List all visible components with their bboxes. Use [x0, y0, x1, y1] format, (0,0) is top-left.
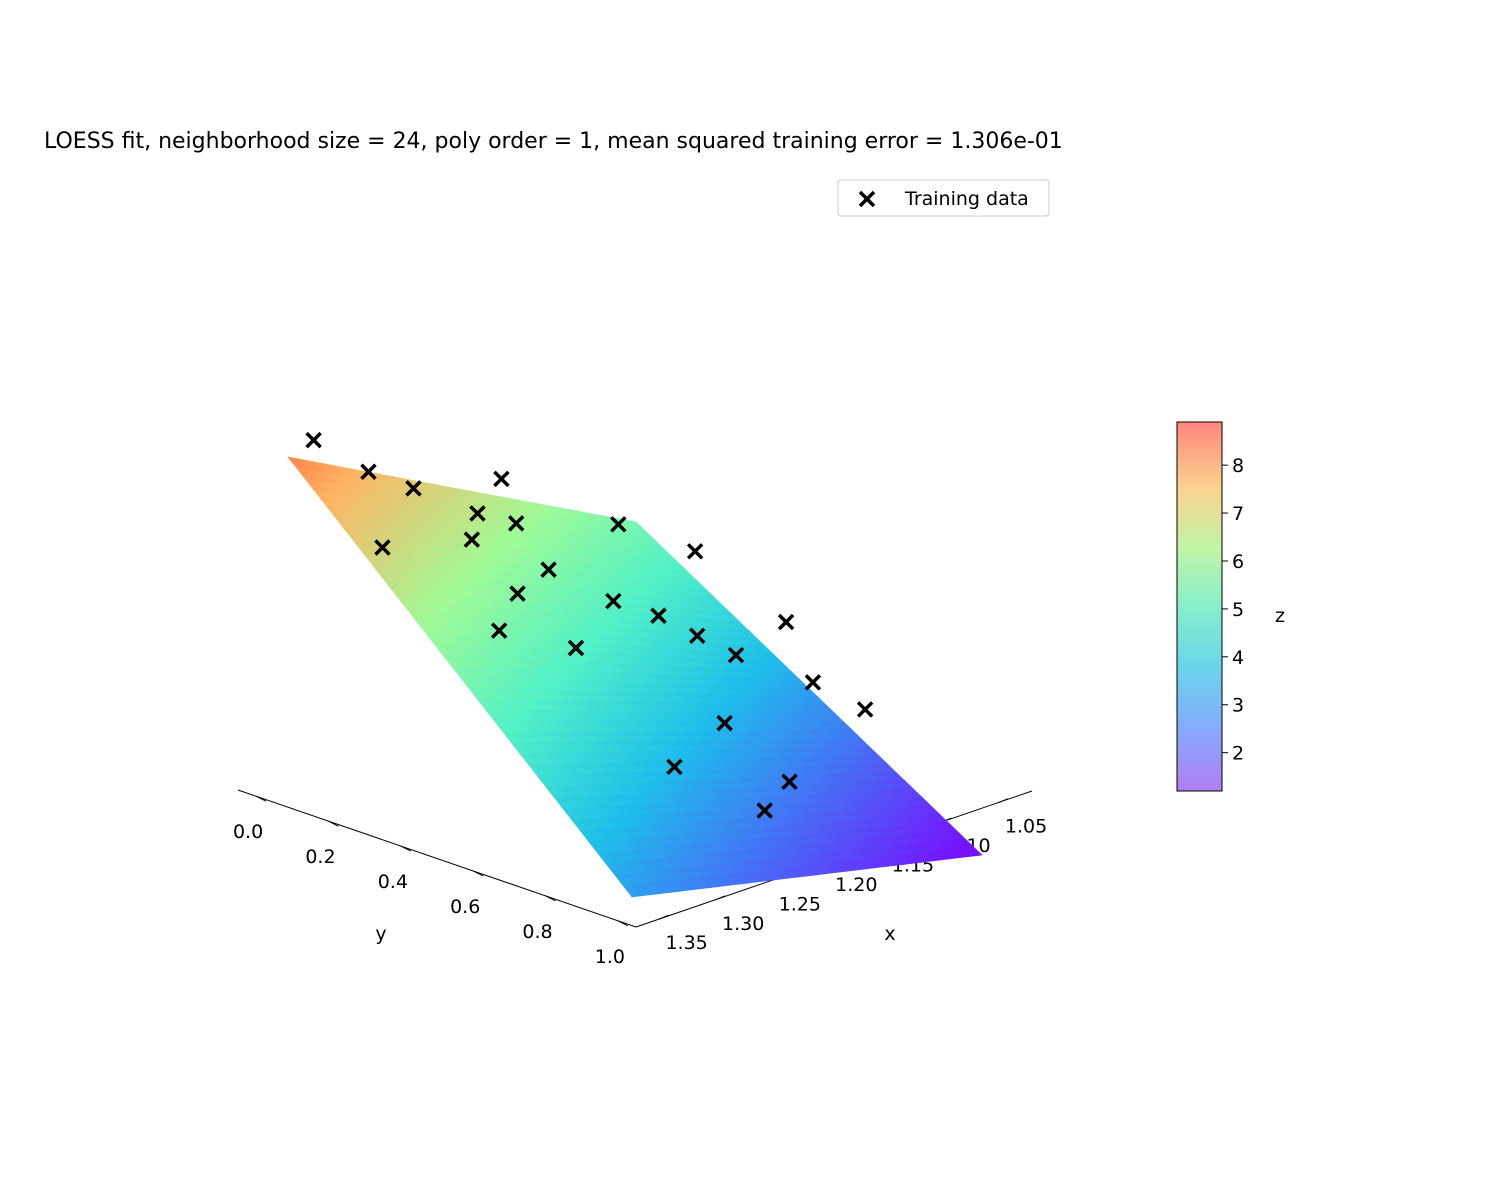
y-axis-label: y: [375, 923, 386, 945]
legend-label: Training data: [904, 188, 1029, 210]
training-data-marker: [650, 607, 667, 624]
surface-cell: [963, 846, 983, 857]
y-axis-line: [237, 789, 637, 928]
y-tick-label: 0.2: [305, 846, 335, 868]
training-data-marker: [716, 714, 733, 732]
colorbar-tick-label: 7: [1232, 503, 1244, 525]
y-tick-mark: [400, 845, 412, 852]
colorbar: 2 3 4 5 6 7 8 z: [1176, 421, 1285, 792]
training-data-marker: [804, 674, 822, 691]
colorbar-label: z: [1275, 605, 1285, 627]
loess-surface: [287, 456, 983, 898]
x-tick-label: 1.30: [722, 913, 764, 935]
training-data-marker: [507, 515, 525, 532]
colorbar-gradient: [1176, 421, 1223, 792]
training-data-marker: [493, 470, 510, 488]
y-tick-label: 0.6: [450, 896, 480, 918]
y-tick-mark: [255, 795, 267, 802]
legend: Training data: [837, 179, 1050, 217]
colorbar-tick-label: 8: [1232, 455, 1244, 477]
colorbar-tick-label: 2: [1232, 743, 1244, 765]
x-tick-mark: [715, 895, 726, 901]
training-data-marker: [567, 639, 585, 657]
training-data-marker: [605, 592, 622, 610]
training-data-marker: [610, 516, 627, 533]
y-tick-label: 1.0: [595, 946, 625, 968]
x-tick-label: 1.20: [835, 874, 877, 896]
training-data-marker: [688, 627, 706, 644]
colorbar-tick-label: 3: [1232, 695, 1244, 717]
y-tick-mark: [545, 895, 556, 902]
training-data-marker: [686, 543, 704, 560]
y-tick-mark: [328, 820, 339, 827]
training-data-marker: [777, 613, 795, 631]
y-tick-label: 0.4: [378, 871, 408, 893]
training-data-points: [305, 431, 874, 819]
training-data-marker: [540, 561, 557, 578]
y-tick-mark: [472, 870, 484, 877]
x-tick-mark: [997, 798, 1009, 804]
colorbar-tick-label: 6: [1232, 551, 1244, 573]
training-data-marker: [781, 773, 798, 790]
x-tick-label: 1.25: [779, 893, 821, 915]
y-tick-label: 0.0: [233, 821, 263, 843]
y-tick-mark: [617, 920, 629, 927]
training-data-marker: [727, 646, 745, 664]
x-tick-mark: [658, 914, 669, 920]
training-data-marker: [490, 622, 508, 639]
legend-marker-x: [858, 190, 876, 208]
chart-title: LOESS fit, neighborhood size = 24, poly …: [44, 129, 1063, 154]
x-tick-label: 1.05: [1005, 816, 1047, 838]
training-data-marker: [305, 431, 322, 449]
training-data-marker: [856, 701, 874, 718]
training-data-marker: [666, 758, 683, 776]
colorbar-ticks: 2 3 4 5 6 7 8: [1222, 455, 1244, 765]
x-tick-label: 1.35: [665, 932, 707, 954]
y-ticks: 0.0 0.2 0.4 0.6 0.8 1.0: [233, 795, 629, 968]
legend-frame: [837, 179, 1050, 217]
x-axis-label: x: [884, 923, 895, 945]
training-data-marker: [509, 585, 526, 602]
training-data-marker: [469, 505, 486, 522]
training-data-marker: [360, 463, 377, 481]
colorbar-tick-label: 5: [1232, 599, 1244, 621]
training-data-marker: [756, 802, 773, 819]
training-data-marker: [463, 531, 481, 548]
y-tick-label: 0.8: [522, 921, 552, 943]
training-data-marker: [374, 539, 391, 556]
training-data-marker: [405, 480, 422, 497]
colorbar-tick-label: 4: [1232, 647, 1244, 669]
